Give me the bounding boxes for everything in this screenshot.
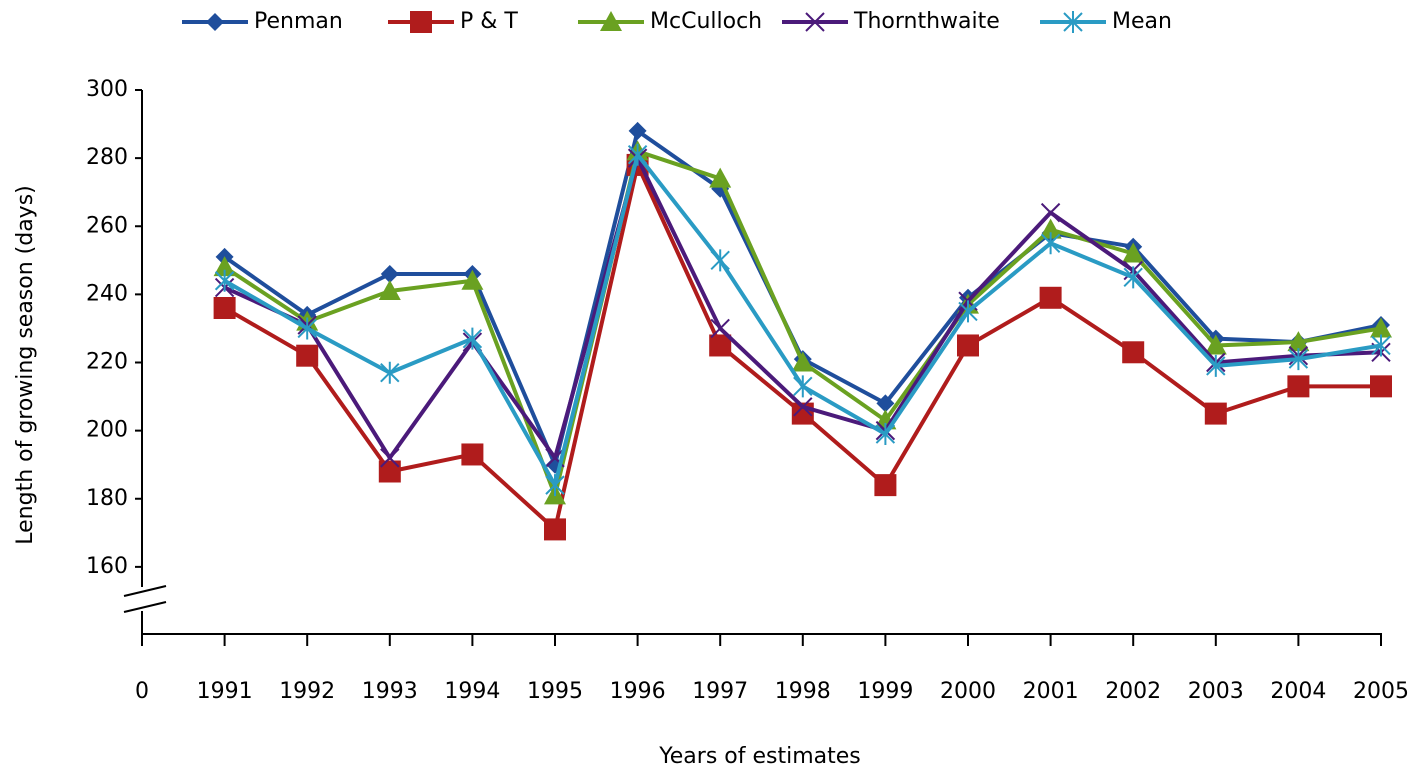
marker bbox=[1040, 202, 1061, 223]
y-tick-label: 240 bbox=[86, 281, 128, 306]
axis-break bbox=[123, 601, 167, 613]
y-tick-label: 280 bbox=[86, 145, 128, 170]
x-axis-title: Years of estimates bbox=[658, 744, 861, 769]
y-tick-label: 180 bbox=[86, 486, 128, 511]
marker bbox=[793, 397, 813, 417]
series bbox=[214, 143, 1391, 497]
x-tick-label: 1999 bbox=[857, 679, 913, 704]
x-tick-label: 1995 bbox=[527, 679, 583, 704]
legend-label: Mean bbox=[1112, 9, 1172, 34]
x-tick-label: 1996 bbox=[610, 679, 666, 704]
marker bbox=[1206, 354, 1226, 377]
marker bbox=[544, 518, 566, 541]
marker bbox=[1039, 218, 1062, 239]
marker bbox=[600, 11, 622, 31]
marker bbox=[380, 264, 399, 283]
marker bbox=[628, 121, 647, 140]
x-tick-label: 2004 bbox=[1270, 679, 1326, 704]
series-line bbox=[223, 152, 1382, 488]
marker bbox=[214, 269, 235, 292]
marker bbox=[206, 13, 224, 31]
marker bbox=[1204, 402, 1227, 425]
marker bbox=[710, 318, 730, 339]
x-tick-label: 1994 bbox=[444, 679, 500, 704]
x-tick-label: 0 bbox=[135, 679, 149, 704]
marker bbox=[805, 12, 825, 32]
marker bbox=[545, 474, 565, 497]
legend-item: McCulloch bbox=[578, 9, 762, 34]
series bbox=[213, 153, 1392, 541]
x-tick-label: 1992 bbox=[279, 679, 335, 704]
legend-label: P & T bbox=[460, 9, 518, 34]
legend-item: Mean bbox=[1040, 9, 1172, 34]
x-tick-label: 1997 bbox=[692, 679, 748, 704]
x-tick-label: 2001 bbox=[1023, 679, 1079, 704]
marker bbox=[1040, 232, 1061, 255]
marker bbox=[1122, 242, 1145, 263]
marker bbox=[709, 334, 732, 357]
y-tick-label: 220 bbox=[86, 350, 128, 375]
x-tick-label: 2003 bbox=[1188, 679, 1244, 704]
x-tick-label: 2005 bbox=[1353, 679, 1409, 704]
marker bbox=[957, 334, 979, 357]
legend-item: P & T bbox=[388, 9, 518, 34]
y-tick-label: 300 bbox=[86, 77, 128, 102]
marker bbox=[410, 11, 432, 33]
marker bbox=[1122, 341, 1145, 364]
marker bbox=[462, 327, 483, 350]
marker bbox=[1288, 348, 1309, 371]
marker bbox=[875, 423, 896, 446]
marker bbox=[380, 448, 400, 468]
y-tick-label: 160 bbox=[86, 554, 128, 579]
marker bbox=[1063, 11, 1083, 33]
marker bbox=[1370, 317, 1392, 338]
marker bbox=[793, 375, 813, 398]
x-tick-label: 1998 bbox=[775, 679, 831, 704]
y-tick-label: 260 bbox=[86, 213, 128, 238]
x-tick-label: 1991 bbox=[197, 679, 253, 704]
legend-item: Thornthwaite bbox=[782, 9, 1000, 34]
marker bbox=[1370, 375, 1392, 398]
marker bbox=[378, 460, 401, 483]
marker bbox=[710, 249, 730, 272]
marker bbox=[297, 317, 317, 340]
marker bbox=[461, 269, 484, 290]
marker bbox=[378, 279, 401, 300]
marker bbox=[461, 443, 484, 466]
marker bbox=[1371, 334, 1391, 357]
marker bbox=[874, 474, 897, 497]
x-tick-label: 2002 bbox=[1105, 679, 1161, 704]
legend-item: Penman bbox=[182, 9, 343, 34]
axis-break bbox=[123, 585, 167, 597]
marker bbox=[1123, 266, 1143, 289]
marker bbox=[1039, 286, 1062, 309]
x-tick-label: 2000 bbox=[940, 679, 996, 704]
marker bbox=[1204, 334, 1227, 355]
x-tick-label: 1993 bbox=[362, 679, 418, 704]
marker bbox=[213, 256, 236, 277]
marker bbox=[296, 344, 319, 367]
marker bbox=[1287, 331, 1310, 352]
marker bbox=[627, 143, 648, 166]
y-axis-title: Length of growing season (days) bbox=[13, 185, 38, 545]
marker bbox=[709, 167, 732, 188]
legend-label: Penman bbox=[254, 9, 343, 34]
marker bbox=[213, 297, 236, 319]
legend-label: McCulloch bbox=[650, 9, 762, 34]
marker bbox=[380, 361, 400, 384]
y-tick-label: 200 bbox=[86, 418, 128, 443]
marker bbox=[791, 351, 814, 372]
series bbox=[213, 140, 1392, 505]
marker bbox=[876, 394, 895, 413]
marker bbox=[958, 300, 978, 323]
legend-label: Thornthwaite bbox=[853, 9, 1000, 34]
marker bbox=[1287, 375, 1310, 398]
